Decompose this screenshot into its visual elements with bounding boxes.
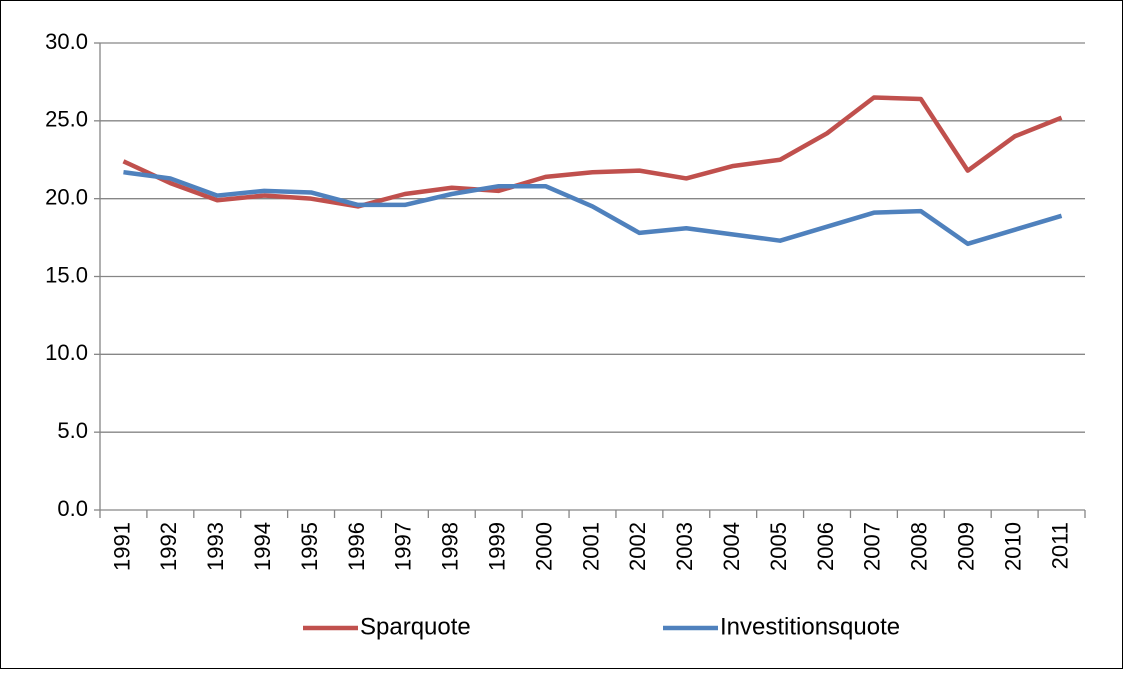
- x-tick-label: 1999: [485, 522, 510, 571]
- x-tick-label: 1997: [391, 522, 416, 571]
- legend-label: Investitionsquote: [720, 613, 900, 640]
- y-tick-label: 20.0: [45, 184, 88, 209]
- y-tick-label: 0.0: [57, 496, 88, 521]
- x-tick-label: 2006: [813, 522, 838, 571]
- x-tick-label: 2011: [1047, 522, 1072, 569]
- x-tick-label: 2010: [1000, 522, 1025, 571]
- legend-label: Sparquote: [360, 613, 471, 640]
- line-series: [123, 169, 1063, 247]
- x-tick-label: 2003: [672, 522, 697, 571]
- x-tick-label: 2001: [578, 522, 603, 571]
- x-tick-label: 2009: [954, 522, 979, 571]
- x-tick-label: 2002: [625, 522, 650, 571]
- x-tick-label: 1996: [344, 522, 369, 571]
- x-tick-label: 2004: [719, 522, 744, 571]
- x-tick-label: 1993: [203, 522, 228, 571]
- x-tick-label: 2008: [907, 522, 932, 571]
- y-tick-label: 15.0: [45, 262, 88, 287]
- line-series: [122, 95, 1063, 209]
- y-tick-label: 30.0: [45, 29, 88, 54]
- x-tick-label: 1992: [156, 522, 181, 571]
- y-tick-label: 25.0: [45, 107, 88, 132]
- x-tick-label: 1994: [250, 522, 275, 571]
- x-tick-label: 1998: [438, 522, 463, 571]
- x-tick-label: 1991: [109, 522, 134, 571]
- x-tick-label: 2005: [766, 522, 791, 571]
- x-tick-label: 1995: [297, 522, 322, 571]
- x-tick-label: 2007: [860, 522, 885, 571]
- y-tick-label: 5.0: [57, 418, 88, 443]
- y-tick-label: 10.0: [45, 340, 88, 365]
- x-tick-label: 2000: [531, 522, 556, 571]
